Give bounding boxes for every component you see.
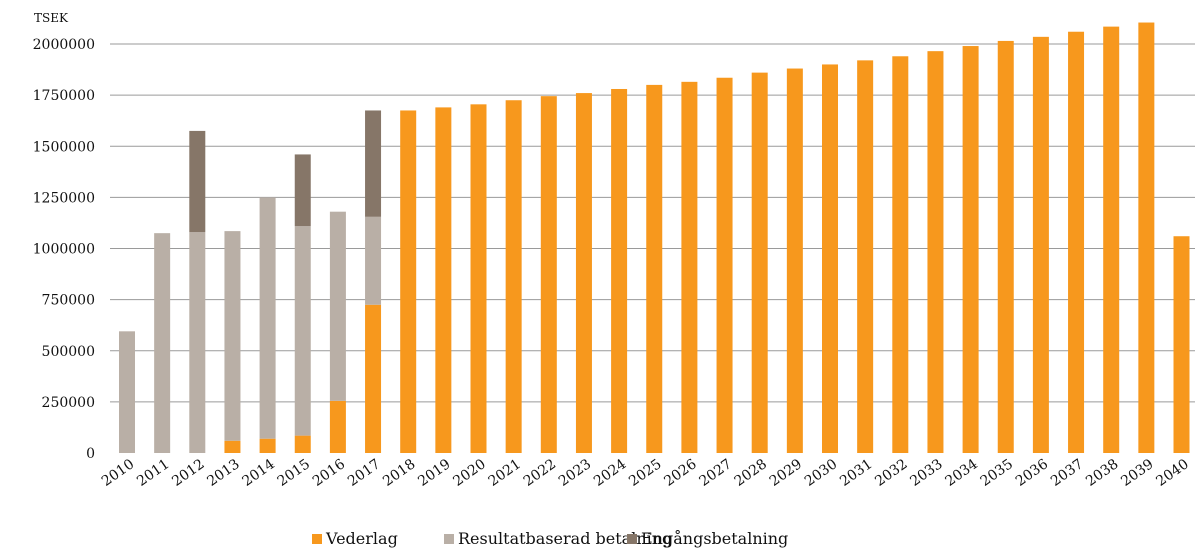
legend-item-vederlag: Vederlag bbox=[312, 529, 398, 548]
x-tick-label: 2019 bbox=[415, 456, 453, 490]
bar-segment-vederlag bbox=[224, 440, 241, 453]
y-axis-unit-label: TSEK bbox=[34, 11, 69, 25]
y-tick-label: 750000 bbox=[42, 293, 95, 309]
x-tick-label: 2026 bbox=[661, 456, 699, 490]
x-axis-tick-labels: 2010201120122013201420152016201720182019… bbox=[99, 456, 1192, 490]
legend-label: Vederlag bbox=[325, 529, 398, 548]
legend-swatch bbox=[312, 534, 322, 544]
bar-segment-vederlag bbox=[505, 100, 522, 454]
x-tick-label: 2037 bbox=[1048, 456, 1086, 490]
x-tick-label: 2011 bbox=[134, 456, 172, 490]
bar-segment-vederlag bbox=[1138, 22, 1155, 454]
y-tick-label: 250000 bbox=[42, 395, 95, 411]
bar-segment-vederlag bbox=[365, 304, 382, 453]
bar-segment-vederlag bbox=[259, 438, 276, 453]
x-tick-label: 2024 bbox=[591, 456, 629, 490]
bar-segment-vederlag bbox=[892, 56, 909, 454]
legend-label: Engångsbetalning bbox=[641, 529, 788, 548]
legend-item-resultatbaserad-betalning: Resultatbaserad betalning bbox=[444, 529, 672, 548]
bar-segment-vederlag bbox=[857, 60, 874, 454]
bar-segment-vederlag bbox=[646, 84, 663, 454]
x-tick-label: 2035 bbox=[978, 456, 1016, 490]
x-tick-label: 2021 bbox=[486, 456, 524, 490]
bar-segment-vederlag bbox=[1032, 36, 1049, 453]
y-tick-label: 1000000 bbox=[33, 242, 95, 258]
x-tick-label: 2012 bbox=[169, 456, 207, 490]
bar-segment-vederlag bbox=[575, 93, 592, 453]
x-tick-label: 2031 bbox=[837, 456, 875, 490]
bar-segment-engångsbetalning bbox=[294, 154, 311, 227]
x-tick-label: 2015 bbox=[275, 456, 313, 490]
x-tick-label: 2029 bbox=[767, 456, 805, 490]
bar-segment-vederlag bbox=[400, 110, 417, 454]
bar-segment-resultatbaserad-betalning bbox=[189, 232, 206, 453]
bar-segment-vederlag bbox=[611, 88, 628, 454]
bar-segment-vederlag bbox=[822, 64, 838, 453]
bar-segment-vederlag bbox=[329, 400, 346, 453]
x-tick-label: 2025 bbox=[626, 456, 664, 490]
bar-segment-resultatbaserad-betalning bbox=[154, 233, 171, 453]
bar-segment-vederlag bbox=[716, 77, 733, 454]
bar-segment-vederlag bbox=[294, 435, 311, 453]
y-tick-label: 0 bbox=[86, 446, 95, 462]
x-tick-label: 2014 bbox=[240, 456, 278, 490]
x-tick-label: 2023 bbox=[556, 456, 594, 490]
x-tick-label: 2027 bbox=[696, 456, 734, 490]
legend: Vederlag Resultatbaserad betalningEngångs… bbox=[312, 529, 788, 548]
bar-segment-vederlag bbox=[1068, 31, 1085, 453]
y-tick-label: 2000000 bbox=[33, 37, 95, 53]
bar-segment-vederlag bbox=[786, 68, 803, 453]
bar-segment-vederlag bbox=[540, 96, 557, 454]
y-tick-label: 1750000 bbox=[33, 88, 95, 104]
bar-segment-resultatbaserad-betalning bbox=[259, 197, 276, 439]
bar-segment-vederlag bbox=[1103, 26, 1120, 454]
bar-segment-vederlag bbox=[997, 40, 1014, 454]
bar-segment-vederlag bbox=[470, 104, 487, 453]
legend-swatch bbox=[627, 534, 637, 544]
x-tick-label: 2036 bbox=[1013, 456, 1051, 490]
x-tick-label: 2034 bbox=[943, 456, 981, 490]
bar-segment-resultatbaserad-betalning bbox=[119, 331, 135, 453]
x-tick-label: 2033 bbox=[907, 456, 945, 490]
bar-segment-vederlag bbox=[435, 107, 452, 454]
x-tick-label: 2018 bbox=[380, 456, 418, 490]
legend-label: Resultatbaserad betalning bbox=[458, 529, 672, 548]
x-tick-label: 2039 bbox=[1118, 456, 1156, 490]
x-tick-label: 2022 bbox=[521, 456, 559, 490]
legend-swatch bbox=[444, 534, 454, 544]
x-tick-label: 2017 bbox=[345, 456, 383, 490]
x-tick-label: 2016 bbox=[310, 456, 348, 490]
bar-segment-resultatbaserad-betalning bbox=[224, 231, 241, 441]
x-tick-label: 2030 bbox=[802, 456, 840, 490]
x-tick-label: 2038 bbox=[1083, 456, 1121, 490]
y-tick-label: 500000 bbox=[42, 344, 95, 360]
bar-segment-resultatbaserad-betalning bbox=[365, 216, 382, 305]
x-tick-label: 2040 bbox=[1153, 456, 1191, 490]
bar-segment-engångsbetalning bbox=[365, 110, 382, 217]
bar-segment-vederlag bbox=[962, 46, 979, 454]
x-tick-label: 2032 bbox=[872, 456, 910, 490]
x-tick-label: 2010 bbox=[99, 456, 137, 490]
bar-segment-vederlag bbox=[1173, 236, 1190, 453]
bar-segment-resultatbaserad-betalning bbox=[329, 211, 346, 401]
bar-segment-resultatbaserad-betalning bbox=[294, 226, 311, 436]
y-tick-label: 1500000 bbox=[33, 139, 95, 155]
legend-item-engångsbetalning: Engångsbetalning bbox=[627, 529, 788, 548]
y-tick-label: 1250000 bbox=[33, 190, 95, 206]
bar-segment-engångsbetalning bbox=[189, 130, 206, 233]
x-tick-label: 2013 bbox=[204, 456, 242, 490]
bar-segment-vederlag bbox=[751, 72, 768, 453]
x-tick-label: 2020 bbox=[450, 456, 488, 490]
bar-segment-vederlag bbox=[927, 51, 944, 453]
x-tick-label: 2028 bbox=[732, 456, 770, 490]
bars bbox=[119, 22, 1190, 454]
bar-segment-vederlag bbox=[681, 81, 698, 454]
y-axis-tick-labels: 0 250000 500000 750000 1000000 1250000 1500000… bbox=[33, 37, 95, 462]
